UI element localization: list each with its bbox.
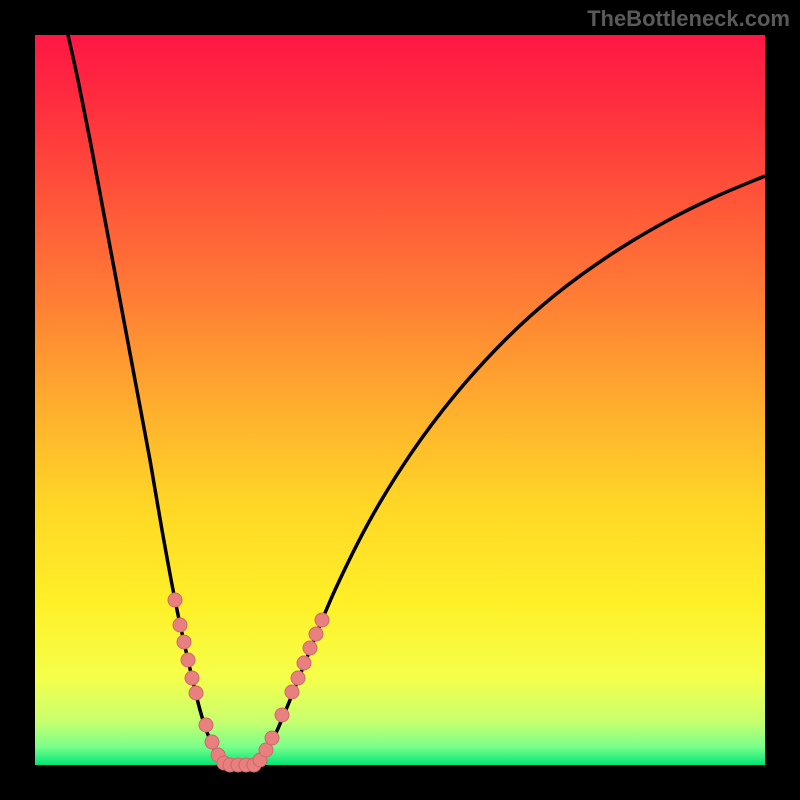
- data-marker: [199, 718, 213, 732]
- data-marker: [181, 653, 195, 667]
- data-marker: [168, 593, 182, 607]
- data-marker: [309, 627, 323, 641]
- data-marker: [291, 671, 305, 685]
- data-marker: [173, 618, 187, 632]
- data-marker: [205, 735, 219, 749]
- data-marker: [265, 731, 279, 745]
- plot-background: [35, 35, 765, 765]
- data-marker: [275, 708, 289, 722]
- data-marker: [303, 641, 317, 655]
- watermark-text: TheBottleneck.com: [587, 6, 790, 32]
- data-marker: [285, 685, 299, 699]
- bottleneck-chart: TheBottleneck.com: [0, 0, 800, 800]
- data-marker: [185, 671, 199, 685]
- data-marker: [297, 656, 311, 670]
- data-marker: [189, 686, 203, 700]
- data-marker: [315, 613, 329, 627]
- chart-svg: [0, 0, 800, 800]
- data-marker: [177, 635, 191, 649]
